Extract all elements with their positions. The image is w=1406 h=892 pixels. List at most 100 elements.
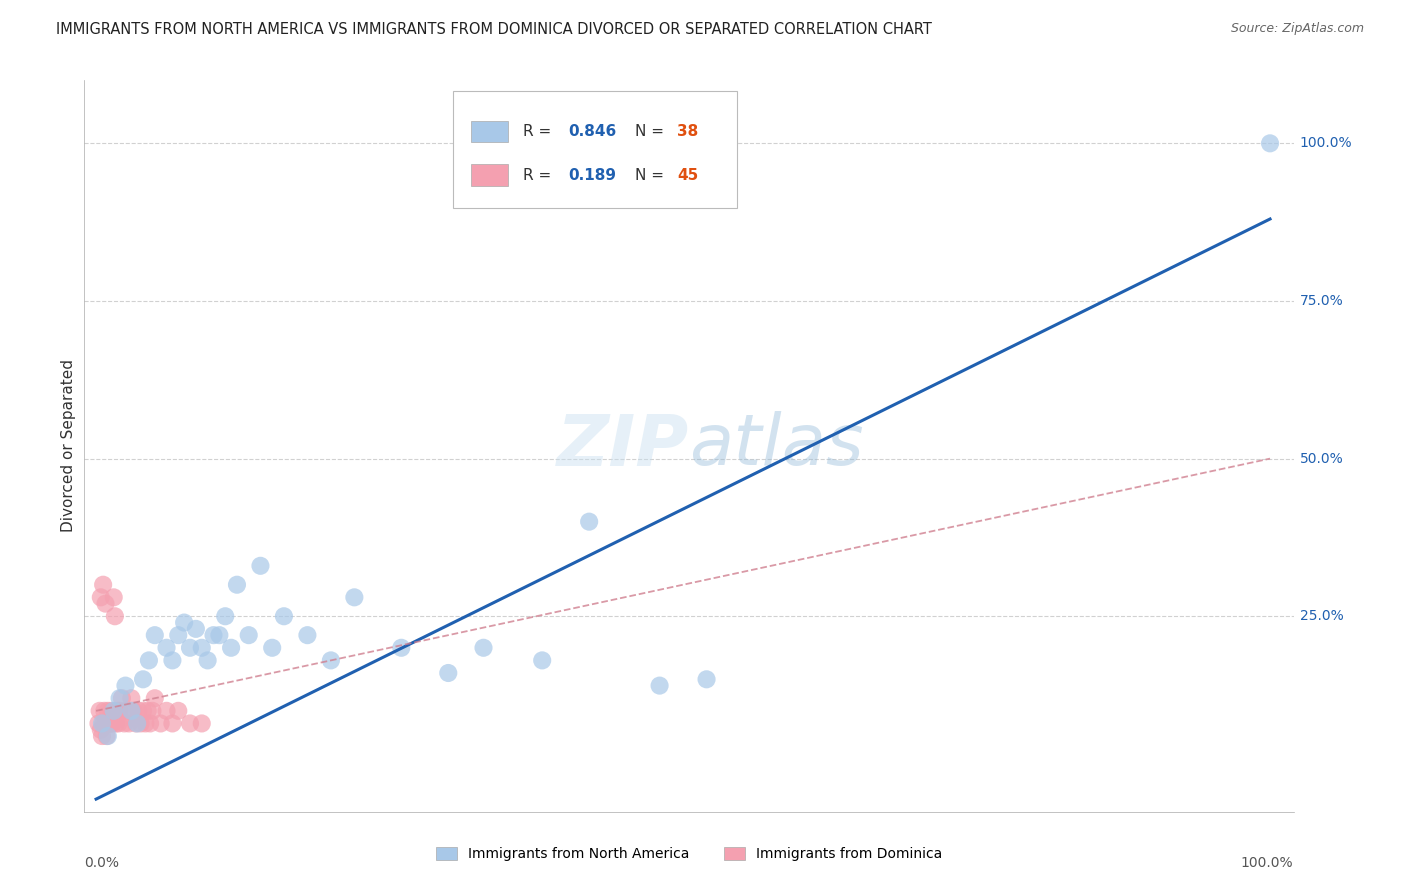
Point (108, 704, 131, 718)
Point (173, 615, 195, 630)
Point (179, 716, 201, 731)
Text: Source: ZipAtlas.com: Source: ZipAtlas.com (1230, 22, 1364, 36)
Point (297, 628, 319, 642)
Text: 50.0%: 50.0% (1299, 451, 1343, 466)
Text: N =: N = (634, 168, 668, 183)
Point (94, 716, 117, 731)
Point (97, 716, 120, 731)
Point (91, 716, 114, 731)
Point (208, 628, 231, 642)
Point (143, 691, 166, 706)
Point (105, 716, 128, 731)
Point (162, 716, 184, 731)
Point (134, 716, 156, 731)
Point (97, 729, 120, 743)
Point (1258, 136, 1281, 151)
Point (138, 653, 160, 667)
Point (105, 704, 128, 718)
Text: 45: 45 (676, 168, 699, 183)
Point (91, 716, 114, 731)
Point (98, 716, 121, 731)
Point (578, 515, 600, 529)
Point (219, 640, 242, 655)
FancyBboxPatch shape (471, 120, 508, 143)
Point (96, 729, 118, 743)
Point (262, 640, 284, 655)
Point (155, 640, 177, 655)
Text: R =: R = (523, 124, 557, 139)
Point (98, 716, 121, 731)
Point (91, 578, 114, 592)
Point (120, 704, 142, 718)
Text: IMMIGRANTS FROM NORTH AMERICA VS IMMIGRANTS FROM DOMINICA DIVORCED OR SEPARATED : IMMIGRANTS FROM NORTH AMERICA VS IMMIGRA… (56, 22, 932, 37)
Point (531, 653, 554, 667)
Point (122, 704, 145, 718)
Point (104, 609, 127, 624)
Point (343, 591, 366, 605)
Point (273, 609, 295, 624)
Text: 75.0%: 75.0% (1299, 294, 1343, 308)
Point (184, 622, 207, 636)
Point (202, 628, 225, 642)
Point (114, 679, 136, 693)
Point (472, 640, 495, 655)
Point (141, 704, 163, 718)
Point (101, 716, 124, 731)
Point (103, 704, 125, 718)
Point (249, 558, 271, 573)
Legend: Immigrants from North America, Immigrants from Dominica: Immigrants from North America, Immigrant… (430, 841, 948, 867)
Text: ZIP: ZIP (557, 411, 689, 481)
Point (226, 578, 249, 592)
Text: 25.0%: 25.0% (1299, 609, 1343, 624)
FancyBboxPatch shape (471, 164, 508, 186)
Text: atlas: atlas (689, 411, 863, 481)
Point (132, 673, 155, 687)
Text: 100.0%: 100.0% (1241, 855, 1294, 870)
Point (103, 591, 125, 605)
Point (648, 679, 671, 693)
Text: 100.0%: 100.0% (1299, 136, 1353, 151)
Point (91, 729, 114, 743)
Point (127, 716, 149, 731)
Point (129, 716, 152, 731)
Point (214, 609, 236, 624)
Text: 0.189: 0.189 (568, 168, 616, 183)
Point (125, 716, 148, 731)
Point (167, 628, 190, 642)
Point (389, 640, 412, 655)
Text: R =: R = (523, 168, 557, 183)
Point (112, 716, 135, 731)
Point (139, 716, 162, 731)
Point (155, 704, 177, 718)
Point (94, 597, 117, 611)
Point (149, 716, 172, 731)
Point (98, 716, 121, 731)
Point (143, 628, 166, 642)
Text: N =: N = (634, 124, 668, 139)
Point (437, 665, 460, 680)
Point (136, 704, 159, 718)
Point (132, 704, 155, 718)
Point (167, 704, 190, 718)
Point (100, 704, 122, 718)
Point (118, 716, 141, 731)
Y-axis label: Divorced or Separated: Divorced or Separated (60, 359, 76, 533)
Point (179, 640, 201, 655)
Text: 0.0%: 0.0% (84, 855, 120, 870)
Point (87, 716, 110, 731)
FancyBboxPatch shape (453, 91, 737, 209)
Point (120, 691, 142, 706)
Point (127, 704, 149, 718)
Point (93, 704, 115, 718)
Point (108, 691, 131, 706)
Point (115, 704, 138, 718)
Point (696, 673, 718, 687)
Point (197, 653, 219, 667)
Point (89, 704, 111, 718)
Point (107, 716, 129, 731)
Point (111, 691, 134, 706)
Point (90, 723, 112, 737)
Point (162, 653, 184, 667)
Text: 0.846: 0.846 (568, 124, 616, 139)
Point (190, 716, 212, 731)
